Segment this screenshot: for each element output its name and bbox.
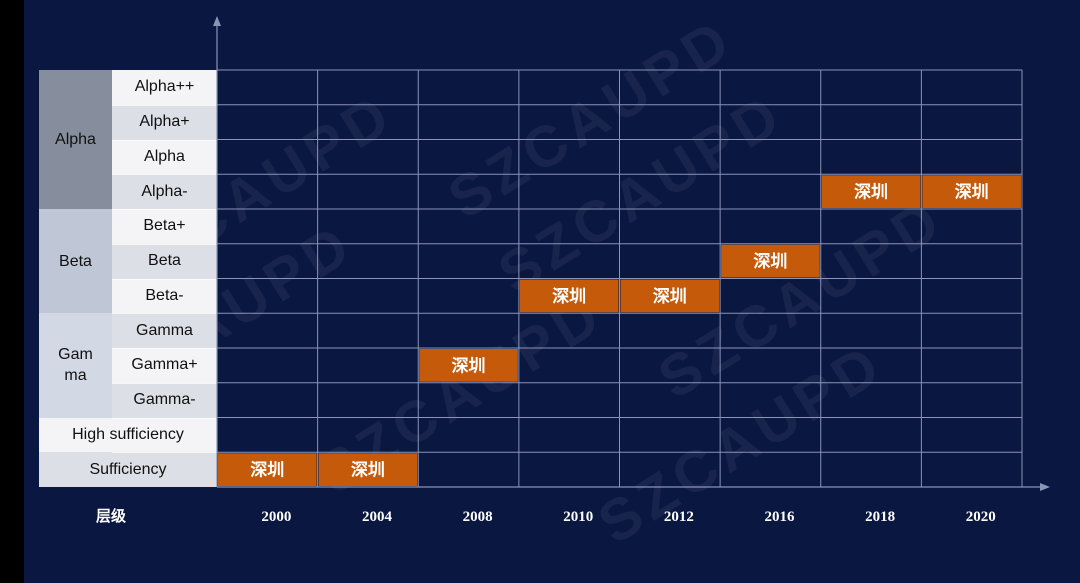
label-row-separator (112, 104, 217, 106)
data-cell-2018 (821, 175, 921, 208)
level-label: High sufficiency (39, 417, 217, 453)
level-label: Beta (112, 243, 217, 279)
data-label-2012: 深圳 (653, 286, 687, 306)
data-label-2018: 深圳 (854, 182, 888, 202)
x-axis-title: 层级 (96, 509, 127, 525)
x-tick-label: 2000 (261, 509, 291, 525)
x-tick-label: 2016 (764, 509, 795, 525)
x-tick-label: 2020 (966, 509, 996, 525)
label-row-separator (112, 348, 217, 349)
label-row-separator (112, 278, 217, 280)
level-label: Gamma+ (112, 348, 217, 383)
tier-label: Alpha (39, 70, 112, 209)
label-row-separator (112, 174, 217, 176)
level-label: Alpha+ (112, 104, 217, 140)
data-cell-2000 (218, 453, 317, 486)
label-row-separator (112, 382, 217, 384)
data-label-2000: 深圳 (250, 460, 284, 480)
x-tick-label: 2010 (563, 509, 593, 525)
label-row-separator (112, 452, 217, 454)
x-tick-label: 2004 (362, 509, 393, 525)
tier-label: Beta (39, 209, 112, 314)
x-tick-label: 2012 (664, 509, 694, 525)
data-label-2020: 深圳 (955, 182, 989, 202)
level-label: Alpha (112, 139, 217, 175)
x-tick-label: 2018 (865, 509, 895, 525)
label-row-separator (112, 139, 217, 141)
data-cell-2008 (419, 349, 518, 382)
level-label: Gamma (112, 313, 217, 348)
label-row-separator (112, 417, 217, 419)
level-label: Alpha++ (112, 70, 217, 105)
tier-label: Gam ma (39, 313, 112, 418)
label-row-separator (112, 313, 217, 315)
data-label-2010: 深圳 (552, 286, 586, 306)
data-cell-2016 (721, 244, 820, 278)
level-label: Sufficiency (39, 452, 217, 487)
level-label: Beta+ (112, 209, 217, 244)
data-cell-2020 (922, 175, 1021, 208)
data-label-2008: 深圳 (452, 355, 486, 375)
label-row-separator (112, 209, 217, 210)
data-label-2004: 深圳 (351, 460, 385, 480)
data-label-2016: 深圳 (753, 251, 787, 271)
level-label: Alpha- (112, 174, 217, 209)
level-label: Beta- (112, 278, 217, 314)
data-cell-2012 (620, 279, 720, 313)
label-row-separator (112, 243, 217, 245)
y-axis-arrow (213, 16, 221, 26)
x-tick-label: 2008 (463, 509, 493, 525)
data-cell-2004 (318, 453, 418, 486)
data-cell-2010 (519, 279, 619, 313)
level-label: Gamma- (112, 382, 217, 418)
x-axis-arrow (1040, 483, 1050, 491)
